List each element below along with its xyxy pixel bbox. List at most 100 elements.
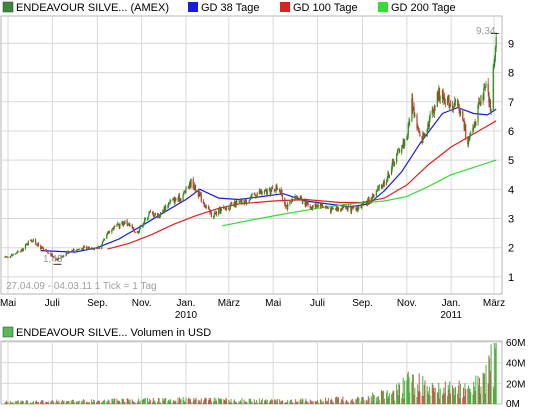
candle-body — [193, 188, 195, 190]
candle-body — [285, 205, 287, 207]
volume-bar — [261, 398, 263, 404]
x-tick-label: Juli — [310, 298, 325, 309]
volume-bar — [250, 402, 252, 404]
volume-bar — [10, 402, 12, 404]
candle-body — [107, 232, 109, 234]
candle-body — [88, 247, 90, 249]
candle-body — [239, 201, 241, 203]
volume-bar — [442, 392, 444, 404]
candle-body — [20, 250, 22, 252]
candle-body — [329, 208, 332, 212]
volume-bar — [294, 402, 296, 404]
candle-body — [32, 239, 35, 242]
candle-body — [453, 103, 455, 108]
volume-bar — [322, 400, 324, 404]
volume-bar — [21, 402, 23, 404]
candle-body — [343, 205, 345, 208]
candle-body — [87, 247, 89, 249]
candle-body — [316, 206, 318, 208]
volume-bar — [245, 401, 247, 404]
volume-bar — [124, 402, 126, 404]
candle-body — [124, 220, 126, 224]
candle-body — [248, 200, 250, 204]
candle-body — [488, 92, 490, 103]
candle-body — [358, 206, 360, 208]
candle-body — [348, 205, 350, 207]
volume-bar — [409, 392, 411, 404]
candle-body — [346, 208, 348, 210]
x-year-label: 2010 — [175, 310, 198, 321]
candle-body — [162, 210, 165, 212]
volume-bar — [276, 402, 278, 404]
candle-body — [475, 122, 477, 126]
volume-bar — [291, 402, 293, 404]
candle-body — [189, 181, 191, 187]
candle-body — [90, 247, 93, 250]
volume-bar — [35, 400, 37, 404]
volume-bar — [488, 355, 490, 404]
candle-body — [213, 213, 215, 217]
volume-bar — [331, 399, 333, 404]
volume-bar — [144, 398, 146, 404]
candle-body — [304, 200, 306, 206]
candle-body — [57, 257, 59, 261]
volume-bar — [249, 398, 251, 404]
volume-bar — [4, 402, 6, 404]
volume-bar — [397, 395, 399, 404]
volume-bar — [106, 401, 108, 404]
volume-bar — [218, 397, 220, 404]
volume-bar — [183, 399, 185, 404]
candle-body — [175, 197, 177, 201]
candle-body — [65, 253, 67, 257]
volume-bar — [319, 399, 321, 404]
candle-body — [416, 114, 418, 129]
volume-bar — [235, 401, 237, 404]
candle-body — [385, 182, 388, 185]
candle-body — [378, 185, 380, 189]
candle-body — [159, 216, 161, 218]
candle-body — [290, 201, 292, 203]
volume-bar — [236, 402, 238, 404]
volume-bar — [169, 399, 171, 404]
volume-bar — [46, 401, 48, 404]
time-x-axis: Mai Juli Sep. Nov. Jan. März Mai Juli Sep. Nov. Ja… — [0, 298, 505, 321]
candle-body — [382, 185, 384, 187]
volume-bar — [473, 381, 475, 404]
volume-bar — [72, 399, 74, 404]
candle-body — [487, 83, 489, 93]
candle-body — [366, 202, 368, 206]
candle-body — [202, 200, 205, 203]
volume-bar — [254, 402, 256, 404]
candle-body — [235, 201, 237, 207]
candle-body — [271, 187, 274, 189]
volume-bar — [143, 399, 145, 404]
volume-bar — [286, 402, 288, 404]
volume-bar — [194, 399, 196, 404]
volume-bar — [478, 377, 480, 404]
volume-bar — [70, 400, 72, 404]
volume-bar — [31, 403, 33, 404]
candle-body — [388, 172, 390, 178]
candle-body — [220, 209, 223, 210]
volume-bar — [292, 402, 294, 404]
legend-volume-label: ENDEAVOUR SILVE... Volumen in USD — [16, 327, 211, 339]
candle-body — [406, 134, 409, 139]
candle-body — [414, 114, 416, 116]
candle-body — [365, 201, 367, 203]
candle-body — [96, 246, 98, 249]
volume-bar — [429, 395, 431, 404]
volume-bar — [48, 401, 50, 404]
candle-body — [345, 207, 348, 209]
volume-bar — [22, 400, 24, 404]
candle-body — [53, 256, 55, 258]
candle-body — [345, 205, 347, 208]
volume-bar — [337, 398, 339, 404]
volume-bar — [91, 399, 93, 404]
candle-body — [58, 257, 60, 259]
legend-price-label: ENDEAVOUR SILVE... (AMEX) — [16, 2, 169, 14]
volume-bar — [414, 387, 416, 404]
volume-bar — [264, 400, 266, 404]
volume-bar — [320, 399, 322, 404]
candle-body — [117, 223, 120, 226]
volume-bar — [468, 388, 470, 404]
